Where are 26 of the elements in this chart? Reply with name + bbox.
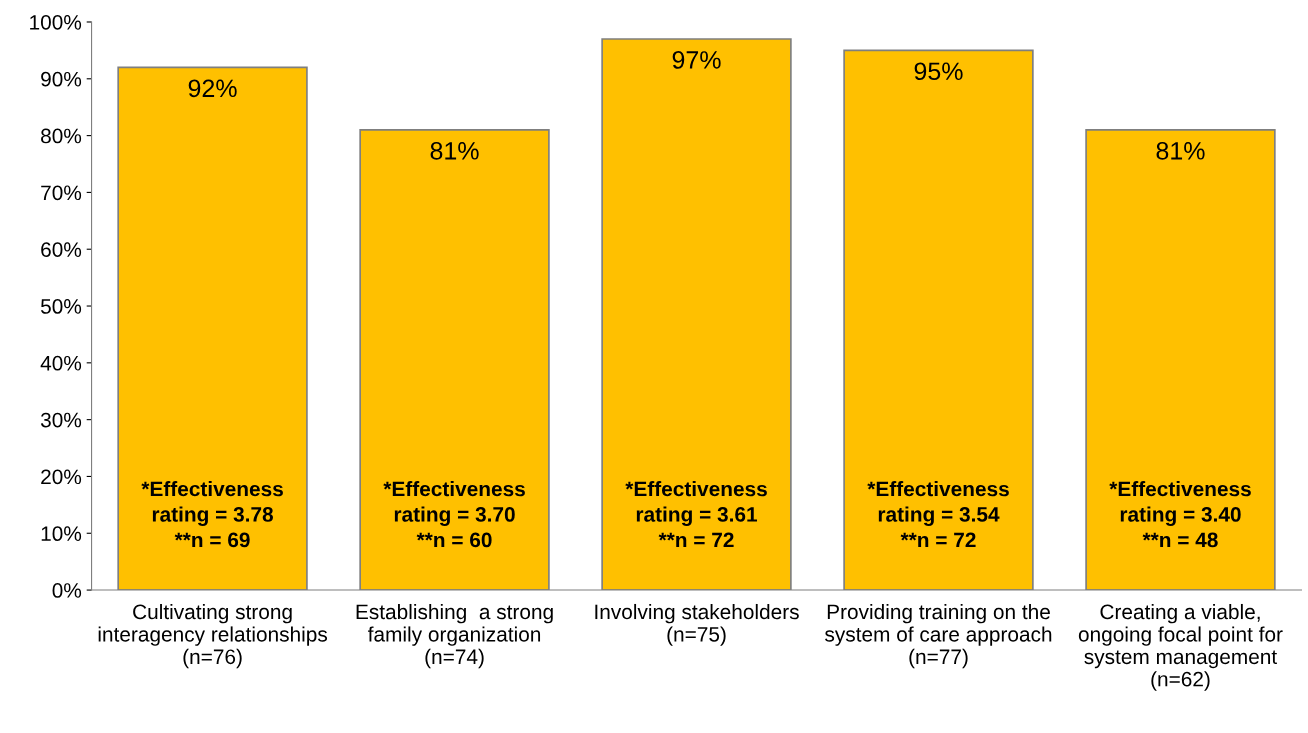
- data-label: 81%: [1156, 141, 1205, 160]
- annotation: *Effectiveness rating = 3.40 **n = 48: [1109, 481, 1251, 548]
- y-tick-label: 50%: [40, 299, 82, 314]
- y-tick-label: 20%: [41, 469, 82, 485]
- data-label: 95%: [914, 62, 963, 81]
- annotation: *Effectiveness rating = 3.54 **n = 72: [867, 481, 1009, 548]
- data-label: 92%: [188, 79, 237, 98]
- x-tick-label: Establishing a strong family organization (n=74): [356, 603, 553, 669]
- y-tick-label: 10%: [41, 526, 82, 542]
- y-tick-label: 90%: [41, 71, 82, 87]
- y-tick-label: 40%: [40, 355, 82, 371]
- data-label: 97%: [672, 51, 721, 69]
- y-tick-label: 100%: [30, 14, 82, 30]
- y-tick-label: 80%: [41, 128, 82, 144]
- x-tick-label: Creating a viable, ongoing focal point for system management (n=62): [1078, 603, 1283, 691]
- data-label: 81%: [430, 141, 479, 160]
- annotation: *Effectiveness rating = 3.70 **n = 60: [383, 481, 525, 548]
- x-tick-label: Providing training on the system of care approach (n=77): [825, 603, 1052, 669]
- y-tick-label: 0%: [52, 583, 82, 598]
- x-tick-label: Involving stakeholders (n=75): [595, 603, 799, 646]
- y-tick-label: 60%: [41, 242, 82, 257]
- annotation: *Effectiveness rating = 3.61 **n = 72: [625, 481, 767, 548]
- annotation: *Effectiveness rating = 3.78 **n = 69: [141, 481, 283, 548]
- y-tick-label: 30%: [40, 412, 82, 428]
- y-tick-label: 70%: [41, 185, 82, 201]
- x-tick-label: Cultivating strong interagency relationships (n=76): [98, 603, 328, 669]
